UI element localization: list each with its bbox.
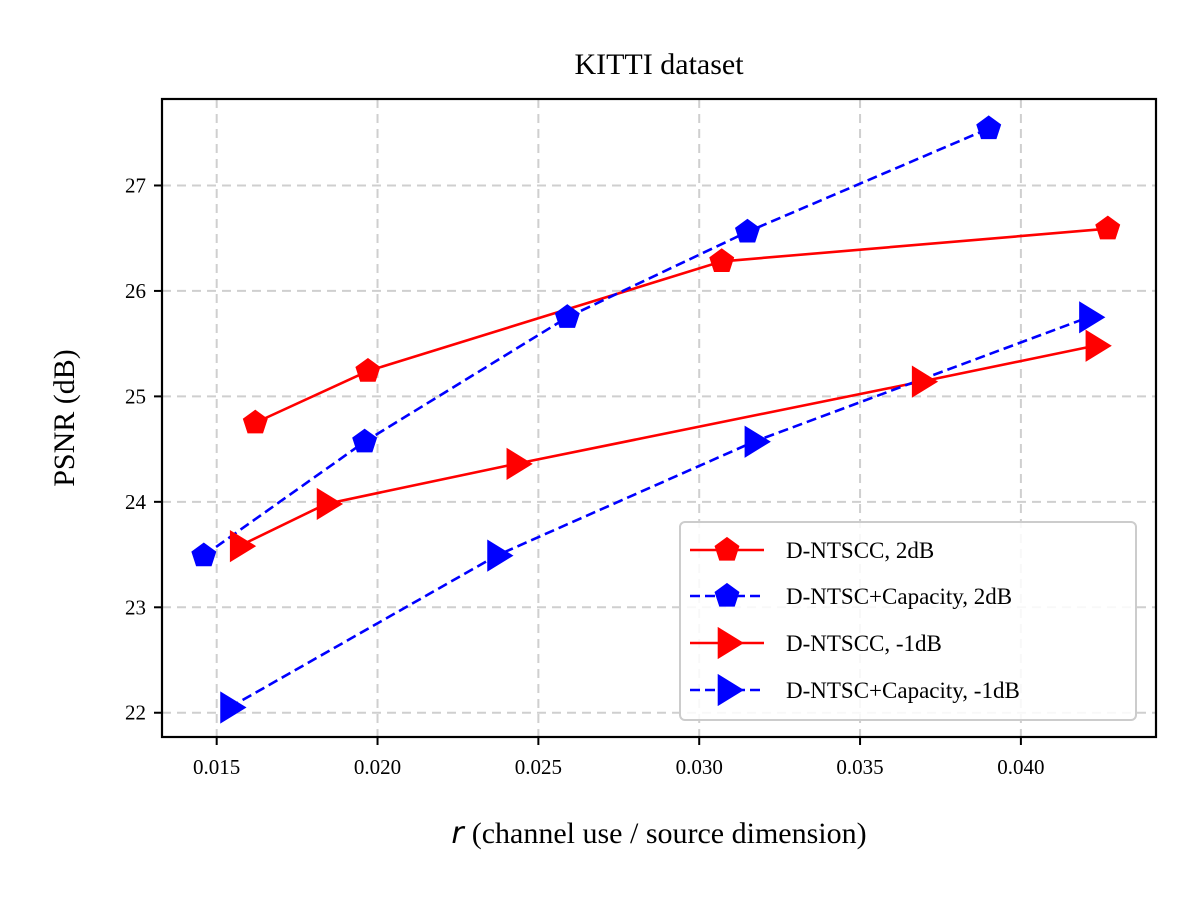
series-4-point [220,691,247,724]
legend-label-2: D-NTSC+Capacity, 2dB [786,584,1012,609]
y-tick-label: 26 [125,279,146,303]
x-tick-label: 0.020 [354,755,401,779]
legend-label-4: D-NTSC+Capacity, -1dB [786,678,1020,703]
x-tick-label: 0.025 [515,755,562,779]
series-1-point [1095,215,1121,240]
x-axis-label-symbol: r [451,816,465,851]
series-4-point [487,539,514,572]
series-2-line [203,127,990,557]
series-2-point [191,542,217,567]
series-3-point [1085,329,1112,362]
series-3-point [229,530,257,563]
chart-title: KITTI dataset [574,48,744,81]
y-tick-label: 27 [125,173,146,197]
legend-box [679,521,1137,721]
y-tick-label: 24 [125,490,147,514]
y-axis-label: PSNR (dB) [48,349,81,487]
x-tick-label: 0.035 [836,755,883,779]
legend-entries: D-NTSCC, 2dB D-NTSC+Capacity, 2dB D-NTSCC,… [690,536,1020,707]
legend-marker-1 [714,536,740,561]
x-tick-label: 0.030 [676,755,723,779]
series-2-point [352,428,378,453]
series-3-point [911,365,939,398]
y-tick-label: 25 [125,384,146,408]
series-2-point [976,115,1002,140]
series-3-point [316,487,344,521]
y-tick-label: 22 [125,701,146,725]
legend-marker-2 [714,582,740,607]
legend-label-3: D-NTSCC, -1dB [786,631,942,656]
x-tick-label: 0.015 [193,755,240,779]
series-1-point [709,248,735,273]
plot-frame [160,97,1158,739]
legend: D-NTSCC, 2dB D-NTSC+Capacity, 2dB D-NTSCC,… [679,521,1137,721]
series-markers [191,115,1121,724]
series-4-point [744,425,771,458]
axis-ticks: 0.015 0.020 0.025 0.030 0.035 0.040 22 23 24 25 26… [125,173,1045,779]
series-1-point [355,357,381,382]
legend-label-1: D-NTSCC, 2dB [786,538,934,563]
y-tick-label: 23 [125,595,146,619]
series-2-point [554,304,580,328]
series-3-point [506,447,533,480]
x-tick-label: 0.040 [997,755,1044,779]
series-1-point [242,409,268,434]
legend-marker-3 [717,626,744,660]
x-axis-label: r (channel use / source dimension) [451,816,866,851]
legend-marker-4 [717,673,744,707]
series-1-line [254,227,1108,424]
series-2-point [734,218,760,243]
x-axis-label-text: (channel use / source dimension) [472,817,867,850]
series-4-point [1079,301,1106,334]
